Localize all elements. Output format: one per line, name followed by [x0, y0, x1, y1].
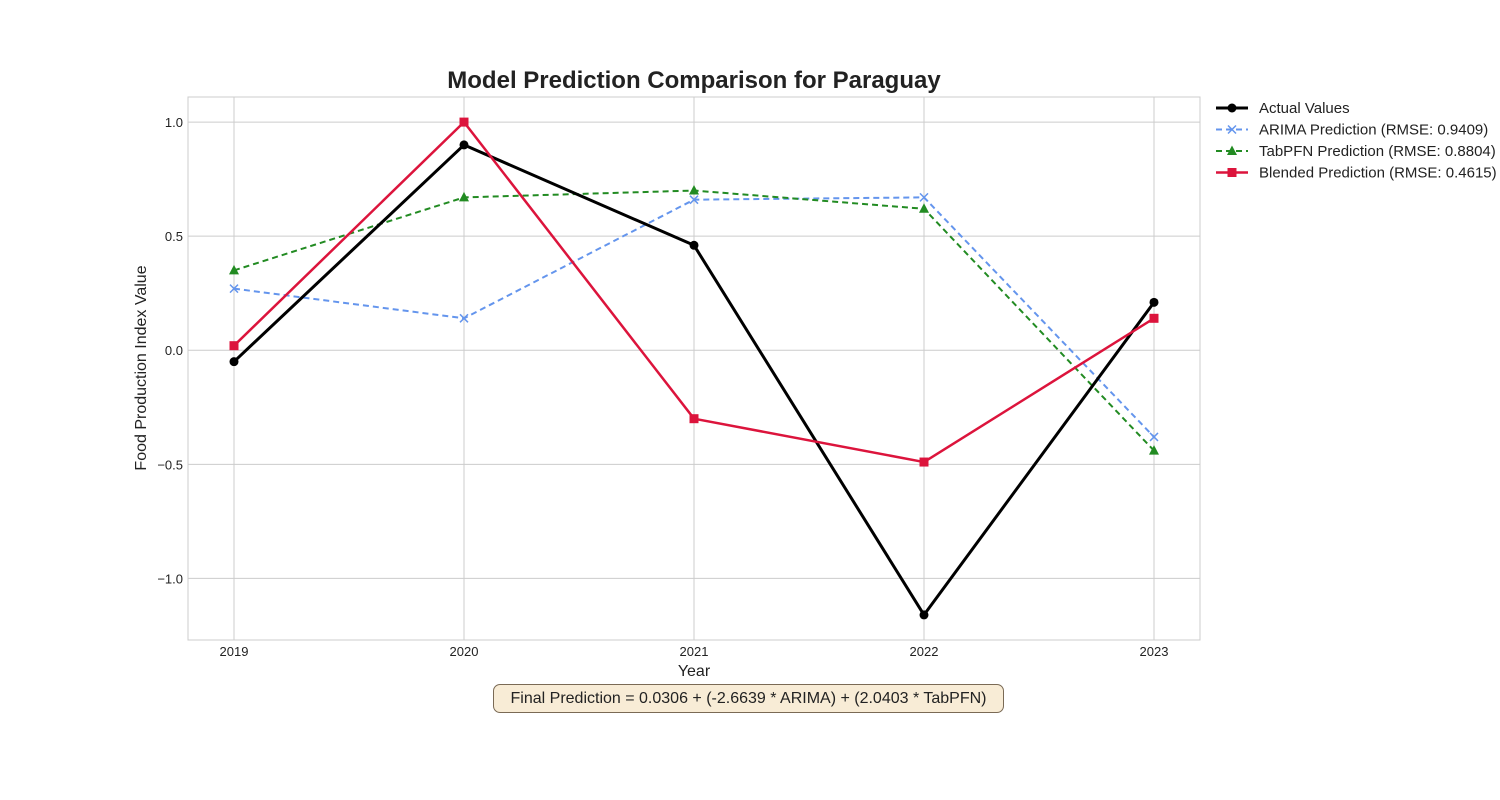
data-point: [689, 195, 699, 205]
marker-stroke: [1227, 124, 1237, 135]
marker-stroke: [1149, 432, 1159, 442]
y-tick-label: 0.5: [165, 229, 183, 244]
data-point: [229, 264, 239, 275]
legend-marker: [1227, 168, 1237, 177]
data-point: [229, 284, 239, 294]
marker-stroke: [459, 313, 469, 323]
data-point: [1149, 313, 1159, 323]
legend-item: TabPFN Prediction (RMSE: 0.8804): [1216, 143, 1496, 160]
legend: Actual Values ARIMA Prediction (RMSE: 0.9…: [1216, 100, 1497, 182]
chart-title: Model Prediction Comparison for Paraguay: [447, 67, 941, 94]
y-tick-label: 0.0: [165, 343, 183, 358]
y-tick-label: 1.0: [165, 115, 183, 130]
final-prediction-formula: Final Prediction = 0.0306 + (-2.6639 * A…: [493, 684, 1004, 713]
x-tick-label: 2020: [450, 644, 479, 659]
marker-stroke: [689, 195, 699, 205]
data-point: [459, 313, 469, 323]
x-tick-label: 2021: [680, 644, 709, 659]
data-point: [919, 192, 929, 202]
data-point: [689, 414, 699, 424]
data-point: [1149, 445, 1159, 455]
x-tick-labels: 2019 2020 2021 2022 2023: [220, 644, 1169, 659]
x-tick-label: 2023: [1140, 644, 1169, 659]
y-axis-label: Food Production Index Value: [133, 265, 150, 470]
series-layer: [229, 117, 1159, 620]
series-0: [229, 140, 1159, 620]
x-tick-label: 2022: [910, 644, 939, 659]
data-point: [1149, 297, 1159, 307]
grid: [188, 97, 1200, 640]
marker-stroke: [919, 192, 929, 202]
data-point: [229, 341, 239, 351]
data-point: [919, 203, 929, 213]
legend-marker: [1227, 145, 1237, 155]
data-point: [459, 191, 469, 202]
data-point: [229, 357, 239, 367]
legend-label: Actual Values: [1259, 100, 1350, 117]
legend-label: Blended Prediction (RMSE: 0.4615): [1259, 165, 1497, 182]
series-1: [229, 192, 1159, 442]
legend-item: Blended Prediction (RMSE: 0.4615): [1216, 165, 1497, 182]
y-tick-label: −1.0: [157, 571, 183, 586]
data-point: [1149, 432, 1159, 442]
data-point: [689, 185, 699, 195]
y-tick-label: −0.5: [157, 457, 183, 472]
data-point: [919, 457, 929, 467]
legend-marker: [1227, 103, 1237, 113]
x-axis-label: Year: [678, 663, 711, 680]
legend-marker: [1227, 124, 1237, 135]
legend-label: TabPFN Prediction (RMSE: 0.8804): [1259, 143, 1496, 160]
data-point: [459, 140, 469, 150]
x-tick-label: 2019: [220, 644, 249, 659]
data-point: [919, 610, 929, 620]
legend-label: ARIMA Prediction (RMSE: 0.9409): [1259, 122, 1488, 139]
legend-item: Actual Values: [1216, 100, 1350, 117]
legend-item: ARIMA Prediction (RMSE: 0.9409): [1216, 122, 1488, 139]
series-3: [229, 117, 1159, 467]
y-tick-labels: 1.0 0.5 0.0 −0.5 −1.0: [157, 115, 183, 586]
data-point: [689, 240, 699, 250]
data-point: [459, 117, 469, 127]
series-2: [229, 185, 1159, 455]
marker-stroke: [229, 284, 239, 294]
